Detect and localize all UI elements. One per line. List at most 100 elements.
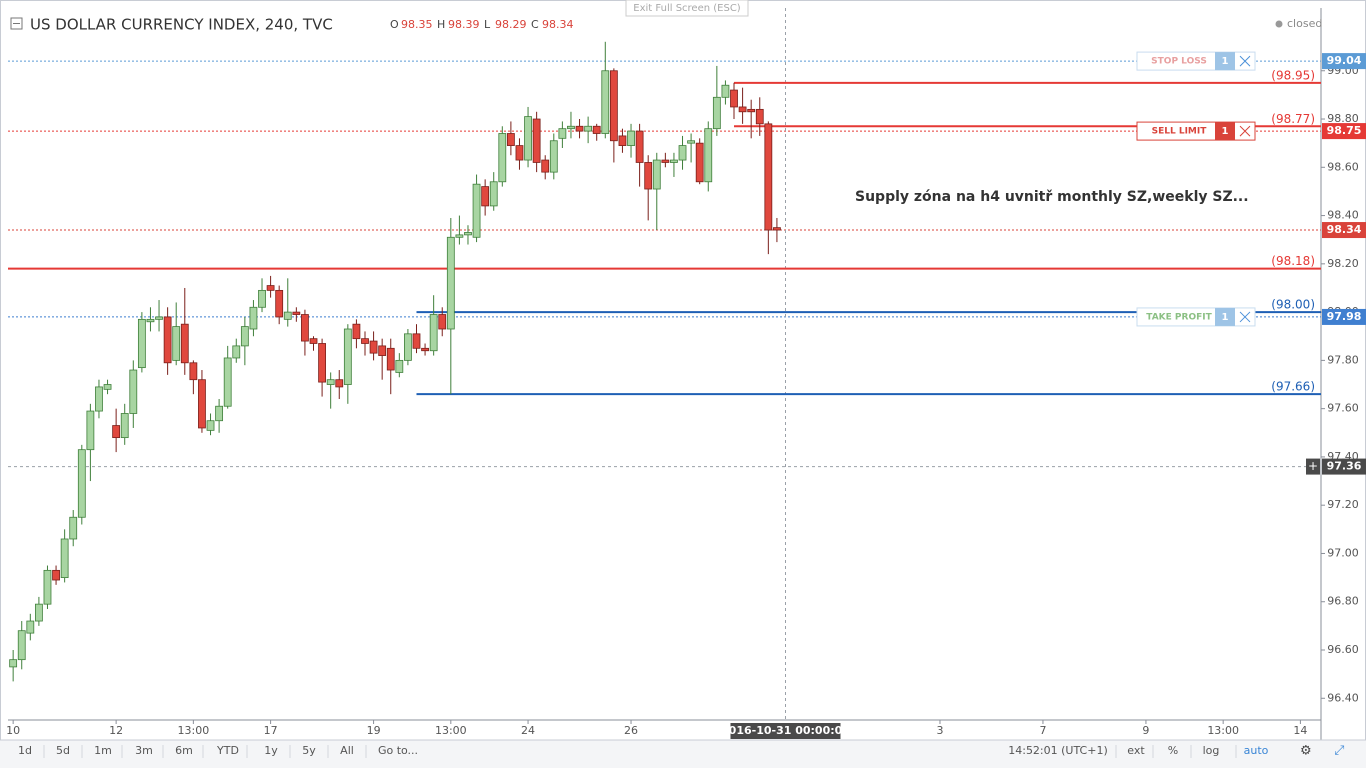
settings-icon[interactable]: ⚙	[1300, 744, 1312, 759]
x-tick-label: 26	[624, 724, 638, 737]
price-marker-label: 98.75	[1327, 124, 1362, 137]
candle-body	[635, 130, 644, 163]
candle-body	[77, 449, 86, 518]
price-marker-label: 98.34	[1327, 223, 1362, 236]
candle-body	[120, 413, 129, 439]
scale-option[interactable]: auto	[1244, 744, 1269, 757]
candle-body	[301, 314, 309, 342]
collapse-icon[interactable]	[10, 17, 23, 30]
range-button[interactable]: All	[340, 744, 354, 757]
candle-body	[283, 311, 292, 320]
candle-body	[309, 338, 318, 344]
candle-body	[155, 316, 163, 320]
candle-body	[481, 186, 490, 207]
candle-body	[146, 318, 155, 323]
candle-body	[26, 620, 35, 634]
range-button[interactable]: 6m	[175, 744, 193, 757]
candle-body	[652, 159, 661, 190]
candle-body	[103, 384, 112, 390]
ohlc-label: L	[484, 18, 491, 31]
ohlc-value: 98.39	[448, 18, 480, 31]
candle-body	[361, 338, 369, 344]
candle-body	[472, 183, 481, 238]
range-button[interactable]: 3m	[135, 744, 153, 757]
x-tick-label: 13:00	[435, 724, 467, 737]
candle-body	[575, 125, 584, 132]
order-label: STOP LOSS	[1151, 57, 1207, 67]
candle-body	[318, 343, 326, 383]
candle-body	[266, 285, 275, 291]
y-tick-label: 97.20	[1327, 498, 1359, 511]
range-button[interactable]: 5d	[56, 744, 70, 757]
candle-body	[369, 340, 378, 354]
x-tick-label: 12	[109, 724, 123, 737]
exit-fullscreen[interactable]	[625, 0, 749, 17]
y-tick-label: 96.60	[1327, 643, 1359, 656]
y-tick-label: 97.00	[1327, 546, 1359, 559]
exit-fullscreen-label: Exit Full Screen (ESC)	[633, 3, 741, 14]
range-button[interactable]: 1m	[94, 744, 112, 757]
candle-body	[773, 227, 781, 231]
crosshair-plus: +	[1308, 459, 1318, 473]
x-tick-label: 19	[367, 724, 381, 737]
order-label: TAKE PROFIT	[1146, 312, 1212, 322]
candle-body	[180, 323, 189, 364]
candle-body	[198, 379, 206, 429]
range-button[interactable]: 5y	[302, 744, 316, 757]
price-marker	[1322, 53, 1366, 70]
candle-body	[730, 89, 738, 108]
range-button[interactable]: Go to...	[378, 744, 418, 757]
candle-body	[223, 357, 232, 407]
scale-option[interactable]: ext	[1127, 744, 1145, 757]
annotation-text: Supply zóna na h4 uvnitř monthly SZ,week…	[855, 189, 1249, 205]
range-button[interactable]: 1y	[264, 744, 278, 757]
y-tick-label: 98.60	[1327, 160, 1359, 173]
candle-body	[498, 133, 507, 183]
y-tick-label: 98.80	[1327, 112, 1359, 125]
y-tick-label: 98.20	[1327, 257, 1359, 270]
range-button[interactable]: 1d	[18, 744, 32, 757]
candle-body	[704, 128, 713, 183]
crosshair-plus-box[interactable]	[1306, 458, 1320, 475]
market-status: closed	[1287, 17, 1322, 30]
ohlc-label: C	[531, 18, 539, 31]
ohlc-value: 98.35	[401, 18, 433, 31]
candle-body	[601, 70, 610, 134]
candle-body	[721, 84, 730, 98]
y-tick-label: 97.80	[1327, 353, 1359, 366]
candle-body	[678, 145, 687, 161]
candle-body	[352, 323, 361, 340]
candle-body	[446, 236, 455, 330]
range-button[interactable]: YTD	[216, 744, 239, 757]
candle-body	[506, 133, 515, 146]
x-tick-label: 3	[936, 724, 943, 737]
order-close[interactable]	[1239, 125, 1251, 137]
candle-body	[232, 345, 241, 359]
candle-body	[687, 140, 696, 144]
order-close[interactable]	[1239, 311, 1251, 323]
candle-body	[558, 128, 567, 139]
symbol-title: US DOLLAR CURRENCY INDEX, 240, TVC	[30, 16, 333, 34]
candle-body	[712, 96, 721, 130]
candle-body	[335, 379, 344, 388]
candle-body	[412, 333, 421, 349]
price-marker-label: 99.04	[1327, 54, 1362, 67]
crosshair-x-label: 2016-10-31 00:00:00	[721, 724, 850, 737]
candle-body	[429, 314, 438, 352]
order-close[interactable]	[1239, 55, 1251, 67]
fullscreen-icon[interactable]: ⤢	[1334, 744, 1344, 759]
candle-body	[378, 345, 387, 356]
scale-option[interactable]: %	[1168, 744, 1178, 757]
scale-option[interactable]: log	[1203, 744, 1220, 757]
candle-body	[249, 306, 258, 330]
x-tick-label: 17	[264, 724, 278, 737]
candle-body	[34, 603, 43, 622]
ohlc-value: 98.34	[542, 18, 574, 31]
order-label: SELL LIMIT	[1152, 127, 1208, 137]
y-tick-label: 98.40	[1327, 209, 1359, 222]
candle-body	[60, 538, 69, 578]
candle-body	[43, 569, 52, 605]
candle-body	[129, 369, 138, 414]
y-tick-label: 96.40	[1327, 691, 1359, 704]
